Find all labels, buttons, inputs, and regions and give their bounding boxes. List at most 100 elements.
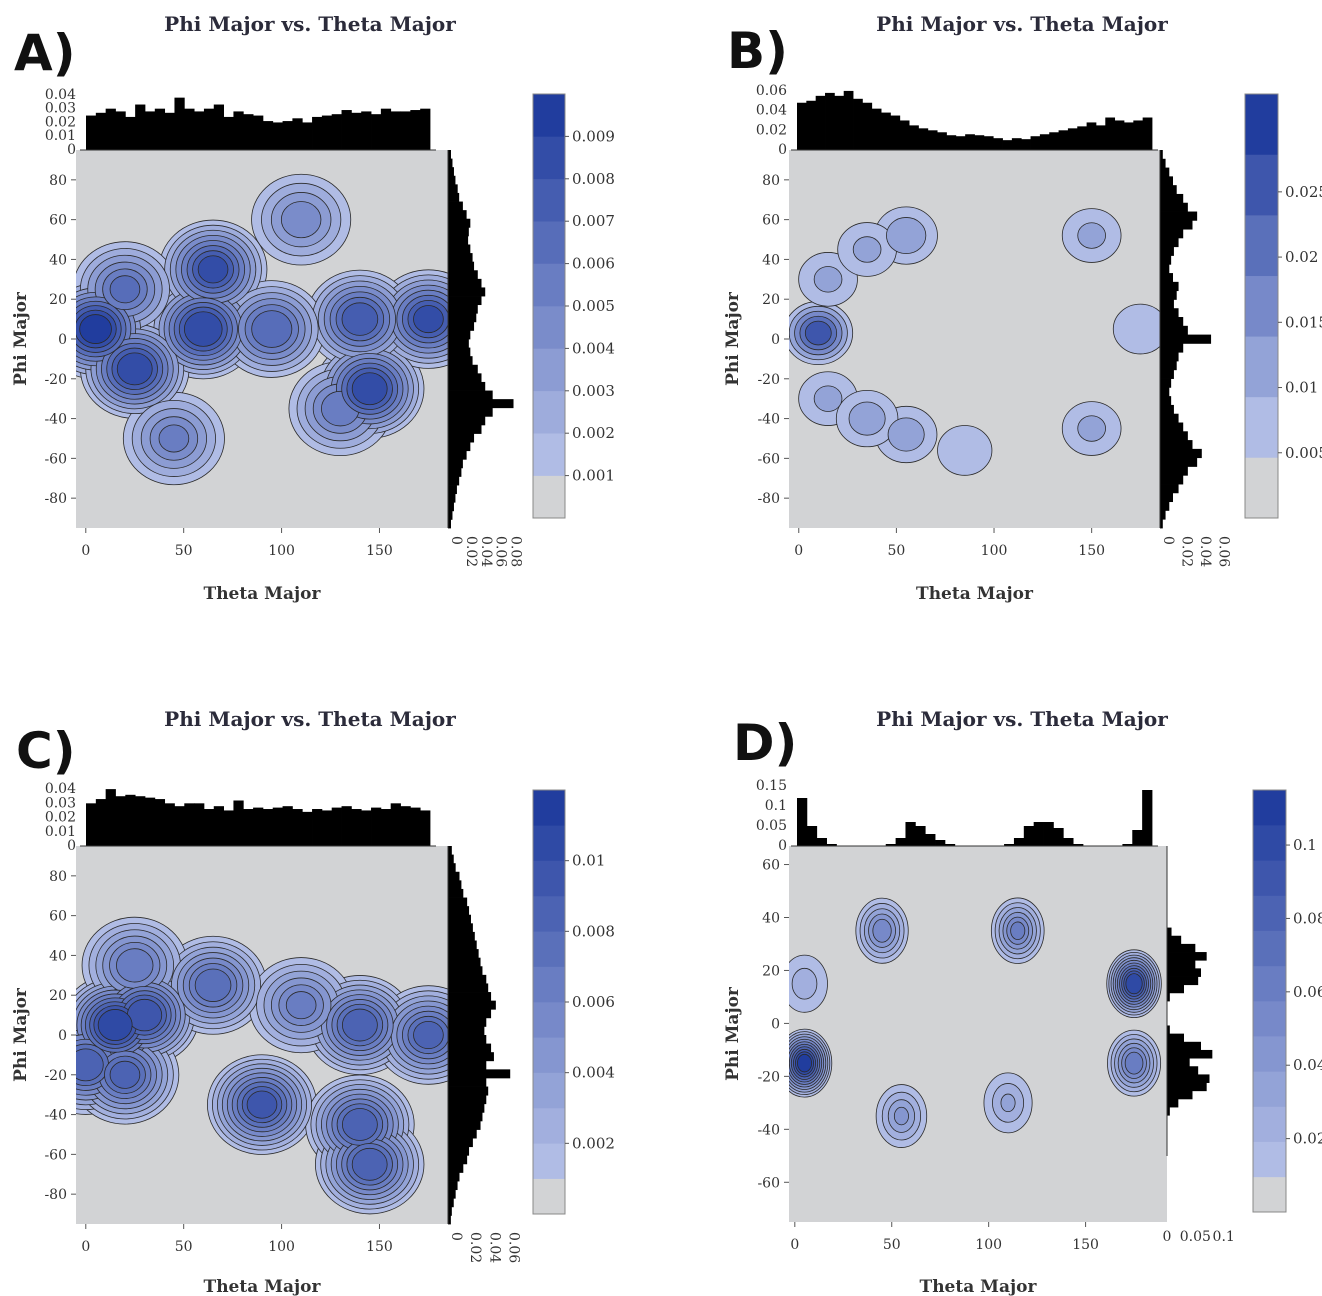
top-hist-bar: [1049, 132, 1059, 150]
top-hist-bar: [895, 838, 906, 846]
side-hist-bar: [448, 1189, 456, 1199]
side-hist-bar: [448, 313, 477, 323]
side-hist-bar: [448, 1017, 487, 1027]
side-hist-bar: [1167, 1098, 1179, 1108]
colorbar-segment: [533, 966, 565, 1003]
top-hist-bar: [312, 116, 323, 150]
y-tick-label: -20: [44, 1068, 67, 1084]
side-hist-tick-label: 0: [448, 1232, 464, 1241]
top-hist-bar: [1142, 117, 1153, 150]
top-hist-bar: [213, 104, 224, 150]
top-hist-bar: [1067, 128, 1078, 150]
side-hist-tick-label: 0.06: [1216, 536, 1232, 567]
y-tick-label: 0: [771, 1016, 780, 1032]
side-hist-bar: [448, 356, 473, 366]
side-hist-bar: [1167, 1082, 1207, 1092]
top-hist-bar: [905, 822, 916, 846]
top-hist-bar: [927, 130, 938, 150]
top-hist-bar: [223, 810, 234, 846]
side-hist-bar: [448, 296, 482, 306]
y-tick-label: -60: [757, 1175, 780, 1191]
colorbar-tick-label: 0.005: [1285, 444, 1322, 462]
side-hist-bar: [448, 442, 471, 452]
top-hist-bar: [420, 108, 431, 150]
top-hist-bar: [341, 110, 352, 150]
side-hist-bar: [1167, 927, 1172, 937]
x-tick-label: 0: [81, 1239, 90, 1255]
side-hist-bar: [1160, 492, 1173, 503]
side-hist-bar: [1167, 960, 1196, 969]
colorbar-tick-label: 0.004: [572, 1064, 615, 1082]
density-contour: [848, 401, 886, 436]
y-tick-label: 60: [762, 213, 780, 229]
x-tick-label: 0: [790, 1237, 799, 1253]
side-hist-tick-label: 0.06: [493, 536, 509, 567]
x-tick-label: 150: [366, 1239, 393, 1255]
top-hist-bar: [125, 116, 136, 150]
colorbar-tick-label: 0.002: [572, 424, 615, 442]
density-contour: [1077, 415, 1106, 442]
side-hist-bar: [448, 854, 454, 864]
colorbar-segment: [1245, 154, 1278, 216]
y-tick-label: 0: [771, 332, 780, 348]
side-hist-bar: [1167, 952, 1207, 961]
top-hist-bar: [918, 128, 929, 150]
side-hist-bar: [448, 931, 475, 941]
top-hist-bar: [944, 844, 956, 846]
x-tick-label: 100: [268, 543, 295, 559]
top-hist-bar: [233, 111, 244, 150]
top-hist-bar: [885, 844, 897, 846]
top-hist-bar: [302, 122, 313, 150]
top-hist-bar: [946, 135, 957, 150]
density-contour: [183, 311, 223, 347]
colorbar-tick-label: 0.003: [572, 382, 615, 400]
x-tick-label: 150: [1078, 543, 1105, 559]
density-contour: [351, 372, 388, 406]
top-hist-tick-label: 0.02: [756, 122, 787, 138]
top-hist-bar: [1095, 125, 1106, 150]
top-hist-bar: [321, 115, 333, 150]
side-hist-bar: [448, 424, 482, 434]
colorbar-tick-label: 0.008: [572, 922, 615, 940]
top-hist-tick-label: 0.02: [45, 114, 76, 130]
side-hist-bar: [448, 373, 482, 383]
top-hist-tick-label: 0: [778, 142, 787, 158]
colorbar-tick-label: 0.1: [1293, 836, 1317, 854]
side-hist-bar: [1167, 935, 1182, 945]
colorbar-segment: [533, 94, 565, 137]
side-hist-bar: [448, 846, 452, 855]
side-hist-bar: [1160, 237, 1179, 248]
top-hist-tick-label: 0.06: [756, 83, 787, 99]
side-hist-bar: [1160, 378, 1172, 388]
top-hist-bar: [331, 114, 342, 150]
top-hist-bar: [262, 809, 274, 846]
top-hist-bar: [321, 810, 333, 846]
density-contour: [97, 1009, 133, 1042]
top-hist-bar: [144, 797, 156, 846]
colorbar-segment: [1245, 275, 1278, 337]
top-hist-tick-label: 0: [67, 838, 76, 854]
side-hist-bar: [448, 459, 463, 469]
side-hist-bar: [448, 227, 469, 237]
side-hist-bar: [448, 167, 454, 177]
density-contour: [285, 991, 317, 1020]
side-hist-bar: [1160, 466, 1188, 476]
side-hist-bar: [448, 150, 451, 159]
top-hist-bar: [993, 138, 1003, 150]
side-hist-tick-label: 0.04: [486, 1232, 502, 1263]
side-hist-bar: [448, 1112, 483, 1122]
side-hist-bar: [448, 493, 456, 503]
colorbar-segment: [533, 221, 565, 264]
y-tick-label: 60: [49, 213, 67, 229]
top-hist-bar: [243, 114, 254, 150]
colorbar-segment: [1253, 1071, 1286, 1107]
density-contour: [804, 320, 832, 346]
y-tick-label: 40: [49, 252, 67, 268]
side-hist-bar: [1167, 1074, 1210, 1083]
top-hist-bar: [361, 810, 372, 846]
side-hist-bar: [448, 407, 493, 417]
colorbar-tick-label: 0.02: [1285, 248, 1318, 266]
side-hist-bar: [1160, 440, 1193, 450]
top-hist-bar: [815, 95, 826, 150]
chart-title: Phi Major vs. Theta Major: [164, 12, 456, 36]
